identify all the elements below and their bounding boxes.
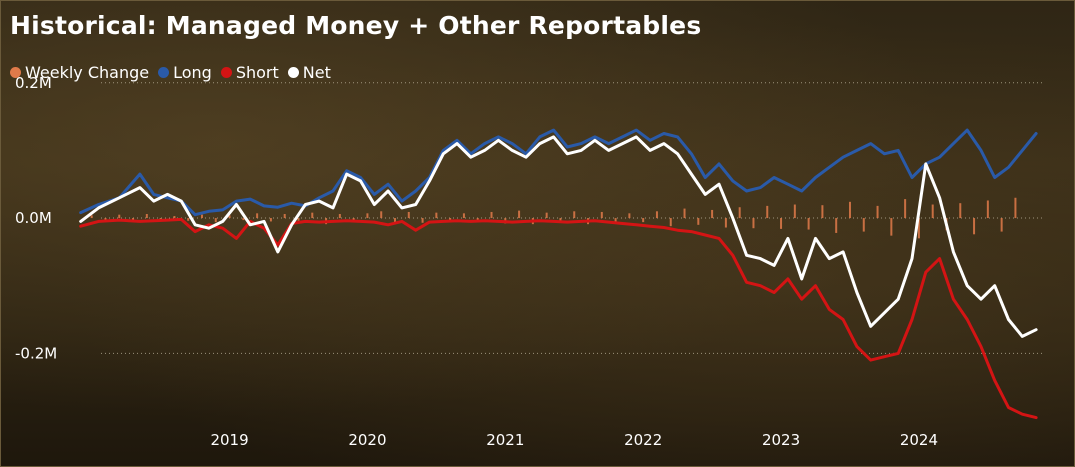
gridlines <box>101 82 1043 354</box>
weekly-change-bar <box>90 215 93 219</box>
weekly-change-bar <box>835 218 838 233</box>
weekly-change-bar <box>738 207 741 219</box>
legend-item-long[interactable]: Long <box>158 63 212 82</box>
weekly-change-bar <box>780 218 783 229</box>
weekly-change-bar <box>269 218 272 222</box>
weekly-change-bar <box>959 203 962 219</box>
weekly-change-bar <box>931 204 934 219</box>
weekly-change-bar <box>145 214 148 219</box>
legend-label-long: Long <box>173 63 212 82</box>
x-tick-label: 2020 <box>348 431 386 449</box>
weekly-change-bar <box>904 199 907 219</box>
y-axis: 0.2M 0.0M -0.2M <box>15 74 57 363</box>
weekly-change-bar <box>435 212 438 219</box>
weekly-change-bar <box>573 211 576 219</box>
weekly-change-bar <box>490 211 493 219</box>
legend-dot-long <box>158 67 170 78</box>
weekly-change-bar <box>283 214 286 219</box>
weekly-change-bar <box>1000 218 1003 232</box>
series-line-long <box>79 128 1038 217</box>
x-tick-label: 2022 <box>624 431 662 449</box>
x-tick-label: 2024 <box>900 431 938 449</box>
y-tick-label: 0.0M <box>15 209 52 227</box>
weekly-change-bar <box>697 218 700 225</box>
weekly-change-bar <box>655 211 658 219</box>
weekly-change-bar <box>407 211 410 219</box>
weekly-change-bar <box>311 212 314 219</box>
chart-title: Historical: Managed Money + Other Report… <box>10 11 702 40</box>
weekly-change-bar <box>793 204 796 219</box>
weekly-change-bar <box>462 213 465 219</box>
legend-item-weekly-change[interactable]: Weekly Change <box>10 63 149 82</box>
series-lines <box>79 128 1038 420</box>
weekly-change-bar <box>394 218 396 224</box>
weekly-change-bar <box>848 201 851 219</box>
weekly-change-bar <box>724 218 727 228</box>
weekly-change-bar <box>214 218 217 223</box>
weekly-change-bar <box>242 218 245 221</box>
weekly-change-bar <box>1014 197 1017 219</box>
weekly-change-bar <box>338 214 341 219</box>
weekly-change-bar <box>876 205 879 219</box>
weekly-change-bar <box>683 208 686 219</box>
weekly-change-bar <box>600 211 603 219</box>
y-tick-label: -0.2M <box>15 344 57 362</box>
weekly-change-bar <box>669 218 672 227</box>
x-tick-label: 2019 <box>210 431 248 449</box>
weekly-change-bar <box>256 213 259 219</box>
series-line-net <box>79 135 1038 338</box>
weekly-change-bar <box>421 218 424 223</box>
weekly-change-bar <box>917 218 920 239</box>
weekly-change-bar <box>118 214 121 219</box>
legend-dot-weekly-change <box>10 67 21 78</box>
weekly-change-bar <box>807 218 810 230</box>
weekly-change-bar <box>986 200 989 219</box>
legend-dot-short <box>220 67 232 78</box>
series-line-short <box>79 217 1038 420</box>
x-tick-label: 2023 <box>762 431 800 449</box>
weekly-change-bar <box>545 212 548 219</box>
weekly-change-bar <box>642 218 645 223</box>
weekly-change-bar <box>366 213 369 219</box>
weekly-change-bar <box>380 211 383 219</box>
weekly-change-bar <box>132 218 135 221</box>
weekly-change-bar <box>614 218 617 224</box>
y-tick-label: 0.2M <box>15 74 52 92</box>
weekly-change-bar <box>228 215 231 219</box>
legend-item-net[interactable]: Net <box>287 63 331 82</box>
weekly-change-bar <box>890 218 893 236</box>
legend-dot-net <box>287 67 299 78</box>
legend: Weekly Change Long Short Net <box>10 63 340 82</box>
weekly-change-bar <box>628 213 631 219</box>
weekly-change-bar <box>752 218 755 229</box>
weekly-change-bar <box>862 218 865 232</box>
weekly-change-bar <box>104 218 107 221</box>
legend-item-short[interactable]: Short <box>220 63 279 82</box>
weekly-change-bar <box>766 205 769 219</box>
weekly-change-bar <box>518 210 521 219</box>
x-tick-label: 2021 <box>486 431 524 449</box>
weekly-change-bar <box>711 209 714 219</box>
weekly-change-bar <box>821 205 824 219</box>
x-axis: 2019 2020 2021 2022 2023 2024 <box>210 431 938 449</box>
legend-label-short: Short <box>235 63 279 82</box>
weekly-change-bar <box>173 216 176 219</box>
weekly-change-bar <box>187 218 190 221</box>
weekly-change-bar <box>297 218 300 221</box>
weekly-change-bar <box>973 218 976 235</box>
legend-label-net: Net <box>302 63 331 82</box>
legend-label-weekly-change: Weekly Change <box>25 63 150 82</box>
weekly-change-bar <box>200 214 203 219</box>
